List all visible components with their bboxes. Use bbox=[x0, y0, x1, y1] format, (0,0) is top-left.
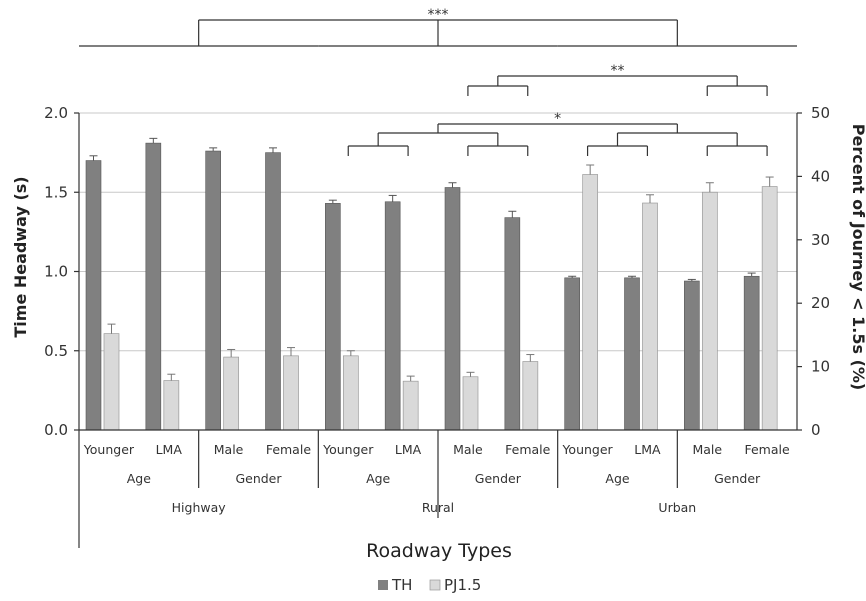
y-tick-label: 2.0 bbox=[44, 104, 68, 122]
y2-tick-label: 50 bbox=[811, 104, 830, 122]
bars bbox=[85, 137, 778, 431]
factor-label: Age bbox=[127, 471, 151, 486]
legend-label-pj: PJ1.5 bbox=[444, 576, 481, 594]
y2-tick-label: 10 bbox=[811, 358, 830, 376]
gridlines bbox=[79, 112, 797, 352]
bar-th bbox=[564, 277, 580, 431]
bar-th bbox=[145, 142, 162, 431]
right-tick-labels: 0 10 20 30 40 50 bbox=[811, 104, 830, 439]
bar-pj bbox=[223, 356, 240, 431]
legend-swatch-pj bbox=[429, 579, 441, 591]
factor-label: Age bbox=[366, 471, 390, 486]
bar-th bbox=[205, 150, 221, 431]
factor-label: Gender bbox=[714, 471, 761, 486]
bar-th bbox=[85, 160, 102, 431]
bar-pj bbox=[642, 202, 658, 431]
bar-th bbox=[444, 187, 461, 431]
y2-tick-label: 40 bbox=[811, 167, 830, 185]
significance-brackets: ****** bbox=[79, 7, 797, 156]
factor-label: Gender bbox=[475, 471, 522, 486]
bar-th bbox=[504, 217, 521, 431]
factor-label: Age bbox=[605, 471, 629, 486]
y-axis-title: Time Headway (s) bbox=[11, 176, 30, 337]
y-tick-label: 1.5 bbox=[44, 183, 68, 201]
x-axis-title: Roadway Types bbox=[366, 540, 512, 562]
bar-pj bbox=[701, 191, 718, 431]
roadway-label: Highway bbox=[172, 500, 227, 515]
bar-th bbox=[384, 201, 401, 431]
y2-tick-label: 0 bbox=[811, 421, 821, 439]
category-label: Male bbox=[453, 442, 483, 457]
bar-th bbox=[624, 277, 640, 431]
bar-th bbox=[265, 152, 281, 431]
category-label: Female bbox=[266, 442, 312, 457]
category-label: Male bbox=[214, 442, 244, 457]
bar-pj bbox=[283, 355, 299, 431]
category-label: Younger bbox=[561, 442, 613, 457]
bar-pj bbox=[402, 380, 419, 431]
legend-swatch-th bbox=[378, 580, 388, 590]
bar-pj bbox=[582, 174, 599, 431]
category-label: Female bbox=[505, 442, 551, 457]
roadway-label: Urban bbox=[658, 500, 696, 515]
bar-pj bbox=[342, 355, 359, 431]
y-tick-label: 0.5 bbox=[44, 342, 68, 360]
left-tick-labels: 0.0 0.5 1.0 1.5 2.0 bbox=[44, 104, 68, 439]
factor-label: Gender bbox=[235, 471, 282, 486]
bar-th bbox=[325, 203, 341, 431]
y2-tick-label: 30 bbox=[811, 231, 830, 249]
category-label: Female bbox=[744, 442, 790, 457]
significance-label: ** bbox=[611, 63, 625, 79]
significance-label: *** bbox=[428, 7, 449, 23]
significance-label: * bbox=[554, 111, 561, 127]
legend-label-th: TH bbox=[391, 576, 412, 594]
category-label: LMA bbox=[156, 442, 183, 457]
y2-tick-label: 20 bbox=[811, 294, 830, 312]
bar-th bbox=[684, 280, 700, 431]
bar-pj bbox=[522, 361, 539, 431]
category-label: Younger bbox=[83, 442, 135, 457]
y-tick-label: 0.0 bbox=[44, 421, 68, 439]
y2-axis-title: Percent of Journey < 1.5s (%) bbox=[849, 124, 866, 390]
y-tick-label: 1.0 bbox=[44, 263, 68, 281]
bar-th bbox=[743, 275, 760, 431]
bar-pj bbox=[462, 376, 479, 431]
bar-pj bbox=[163, 380, 180, 431]
bar-pj bbox=[103, 333, 120, 431]
category-label: LMA bbox=[634, 442, 661, 457]
axes bbox=[74, 112, 802, 548]
category-label: Younger bbox=[322, 442, 374, 457]
category-label: Male bbox=[692, 442, 722, 457]
category-label: LMA bbox=[395, 442, 422, 457]
legend: TH PJ1.5 bbox=[378, 576, 481, 594]
bar-pj bbox=[761, 186, 778, 431]
category-labels: Younger LMA Male Female Younger LMA Male Female… bbox=[83, 442, 790, 515]
roadway-label: Rural bbox=[422, 500, 454, 515]
